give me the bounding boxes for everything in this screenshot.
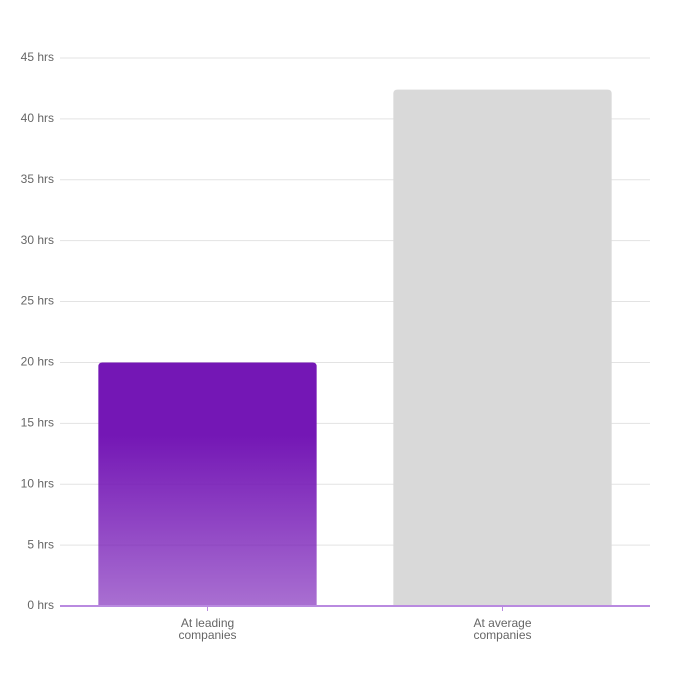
x-tick-label: At leading companies: [178, 616, 237, 642]
y-tick-label: 5 hrs: [27, 537, 54, 551]
y-tick-label: 20 hrs: [21, 355, 54, 369]
y-tick-label: 40 hrs: [21, 111, 54, 125]
y-tick-label: 30 hrs: [21, 233, 54, 247]
x-tick-label: At average companies: [473, 616, 532, 642]
y-tick-label: 0 hrs: [27, 598, 54, 612]
y-tick-label: 15 hrs: [21, 416, 54, 430]
bar: [98, 362, 317, 606]
y-tick-label: 45 hrs: [21, 50, 54, 64]
y-tick-label: 35 hrs: [21, 172, 54, 186]
y-tick-label: 25 hrs: [21, 294, 54, 308]
bar: [393, 89, 612, 606]
y-tick-label: 10 hrs: [21, 476, 54, 490]
